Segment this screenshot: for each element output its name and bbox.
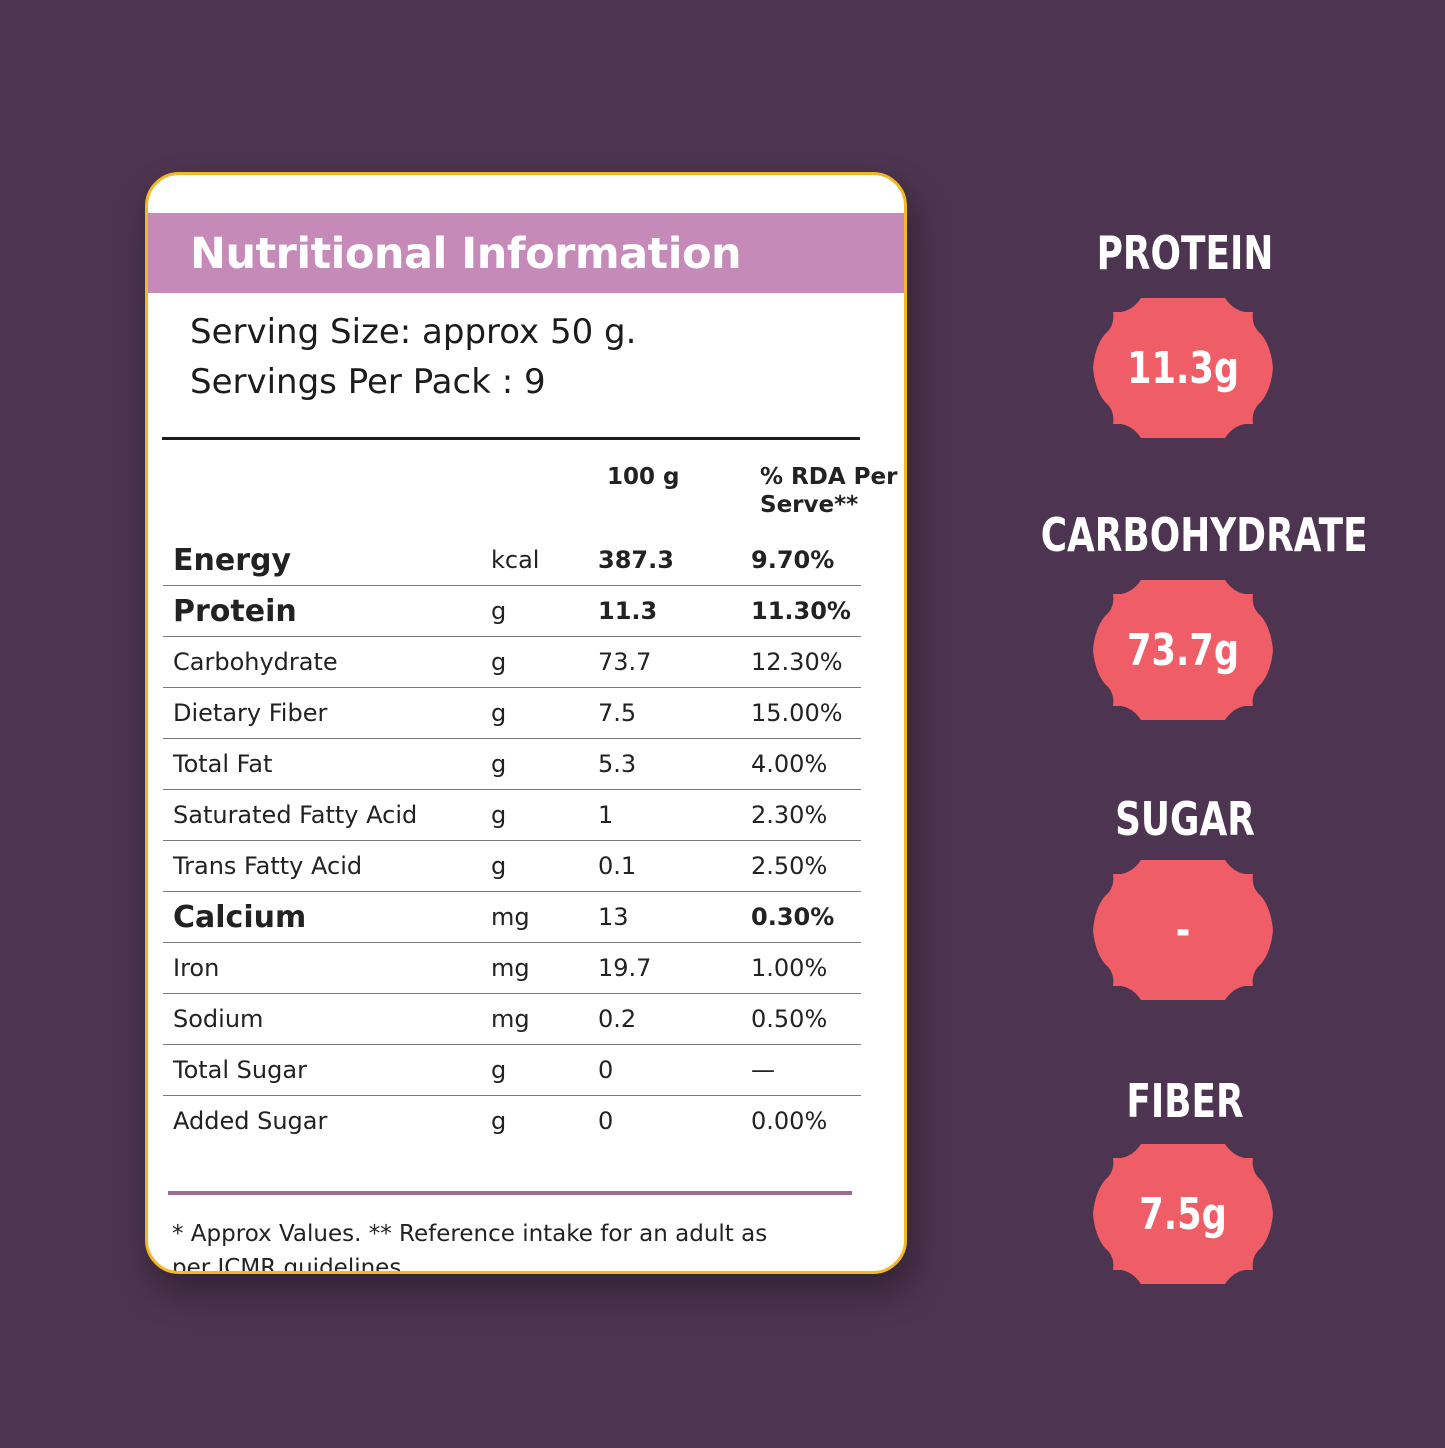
highlight-badge-fiber: 7.5g bbox=[1093, 1144, 1273, 1284]
column-header-per-100g: 100 g bbox=[607, 464, 680, 490]
nutrient-unit: g bbox=[491, 789, 598, 841]
table-row: Trans Fatty Acid g 0.1 2.50% bbox=[163, 840, 861, 892]
highlight-label-sugar: SUGAR bbox=[1115, 792, 1255, 846]
nutrient-value: 0.2 bbox=[598, 993, 751, 1045]
nutrient-rda: 2.50% bbox=[751, 840, 861, 892]
nutrient-value: 1 bbox=[598, 789, 751, 841]
nutrient-unit: kcal bbox=[491, 535, 598, 586]
nutrient-name: Added Sugar bbox=[173, 1107, 328, 1135]
nutrient-rda: 0.30% bbox=[751, 891, 861, 943]
highlight-label-protein: PROTEIN bbox=[1096, 226, 1274, 280]
nutrient-name: Total Sugar bbox=[163, 1044, 491, 1096]
nutrient-value: 73.7 bbox=[598, 636, 751, 688]
nutrient-name: Carbohydrate bbox=[163, 636, 491, 688]
nutrient-value: 7.5 bbox=[598, 687, 751, 739]
highlight-badge-protein: 11.3g bbox=[1093, 298, 1273, 438]
nutrient-unit: mg bbox=[491, 942, 598, 994]
nutrient-unit: g bbox=[491, 1107, 507, 1135]
nutrient-value: 387.3 bbox=[598, 535, 751, 586]
nutrient-name: Trans Fatty Acid bbox=[163, 840, 491, 892]
highlight-value-fiber: 7.5g bbox=[1139, 1188, 1227, 1240]
nutrient-name: Calcium bbox=[163, 891, 491, 943]
table-row: Saturated Fatty Acid g 1 2.30% bbox=[163, 789, 861, 841]
highlight-value-protein: 11.3g bbox=[1126, 342, 1240, 394]
card-title: Nutritional Information bbox=[190, 229, 742, 279]
badge-shape bbox=[1093, 580, 1273, 720]
nutrient-rda: 9.70% bbox=[751, 535, 861, 586]
nutrient-unit: mg bbox=[491, 993, 598, 1045]
card-header: Nutritional Information bbox=[148, 213, 904, 293]
nutrient-unit: g bbox=[491, 585, 598, 637]
table-row: Total Fat g 5.3 4.00% bbox=[163, 738, 861, 790]
nutrient-name: Saturated Fatty Acid bbox=[163, 789, 491, 841]
highlight-value-sugar: - bbox=[1175, 904, 1191, 956]
nutrient-value: 0.1 bbox=[598, 840, 751, 892]
highlight-label-carbohydrate: CARBOHYDRATE bbox=[1040, 508, 1368, 562]
nutrient-unit: g bbox=[491, 738, 598, 790]
nutrient-rda: 12.30% bbox=[751, 636, 861, 688]
nutrient-rda: 0.50% bbox=[751, 993, 861, 1045]
table-row: Added Sugar g 0 0.00% bbox=[163, 1096, 861, 1147]
nutrition-card: Nutritional Information Serving Size: ap… bbox=[145, 172, 907, 1274]
badge-shape bbox=[1093, 1144, 1273, 1284]
divider bbox=[162, 437, 860, 440]
nutrient-rda: 11.30% bbox=[751, 585, 861, 637]
nutrient-rda: 2.30% bbox=[751, 789, 861, 841]
table-row: Energy kcal 387.3 9.70% bbox=[163, 535, 861, 586]
table-row: Carbohydrate g 73.7 12.30% bbox=[163, 636, 861, 688]
divider bbox=[168, 1191, 852, 1195]
nutrient-name: Protein bbox=[163, 585, 491, 637]
nutrient-value: 13 bbox=[598, 891, 751, 943]
table-row: Sodium mg 0.2 0.50% bbox=[163, 993, 861, 1045]
highlight-badge-sugar: - bbox=[1093, 860, 1273, 1000]
table-row: Protein g 11.3 11.30% bbox=[163, 585, 861, 637]
column-header-rda: % RDA Per Serve** bbox=[760, 463, 897, 519]
nutrient-rda: 0.00% bbox=[751, 1107, 828, 1135]
nutrient-name: Energy bbox=[163, 535, 491, 586]
nutrient-name: Dietary Fiber bbox=[163, 687, 491, 739]
nutrient-unit: g bbox=[491, 840, 598, 892]
footnote: * Approx Values. ** Reference intake for… bbox=[172, 1221, 768, 1274]
badge-shape bbox=[1093, 298, 1273, 438]
table-row: Iron mg 19.7 1.00% bbox=[163, 942, 861, 994]
column-header-rda-line1: % RDA Per bbox=[760, 464, 898, 490]
nutrient-unit: g bbox=[491, 636, 598, 688]
nutrient-rda: — bbox=[751, 1044, 861, 1096]
nutrient-value: 5.3 bbox=[598, 738, 751, 790]
nutrient-value: 0 bbox=[598, 1107, 614, 1135]
nutrient-name: Sodium bbox=[163, 993, 491, 1045]
nutrient-rda: 4.00% bbox=[751, 738, 861, 790]
servings-per-pack: Servings Per Pack : 9 bbox=[190, 362, 546, 402]
nutrient-rda: 1.00% bbox=[751, 942, 861, 994]
nutrient-value: 11.3 bbox=[598, 585, 751, 637]
nutrient-unit: g bbox=[491, 687, 598, 739]
table-row: Calcium mg 13 0.30% bbox=[163, 891, 861, 943]
nutrient-value: 0 bbox=[598, 1044, 751, 1096]
highlight-label-fiber: FIBER bbox=[1126, 1074, 1244, 1128]
highlight-value-carbohydrate: 73.7g bbox=[1126, 624, 1240, 676]
serving-size: Serving Size: approx 50 g. bbox=[190, 312, 637, 352]
table-row: Dietary Fiber g 7.5 15.00% bbox=[163, 687, 861, 739]
nutrition-table: Energy kcal 387.3 9.70% Protein g 11.3 1… bbox=[163, 535, 861, 1146]
nutrient-unit: mg bbox=[491, 891, 598, 943]
nutrient-name: Iron bbox=[163, 942, 491, 994]
column-header-rda-line2: Serve** bbox=[760, 492, 859, 518]
nutrient-unit: g bbox=[491, 1044, 598, 1096]
nutrient-value: 19.7 bbox=[598, 942, 751, 994]
highlight-badge-carbohydrate: 73.7g bbox=[1093, 580, 1273, 720]
nutrient-name: Total Fat bbox=[163, 738, 491, 790]
nutrient-rda: 15.00% bbox=[751, 687, 861, 739]
badge-shape bbox=[1093, 860, 1273, 1000]
table-row: Total Sugar g 0 — bbox=[163, 1044, 861, 1096]
